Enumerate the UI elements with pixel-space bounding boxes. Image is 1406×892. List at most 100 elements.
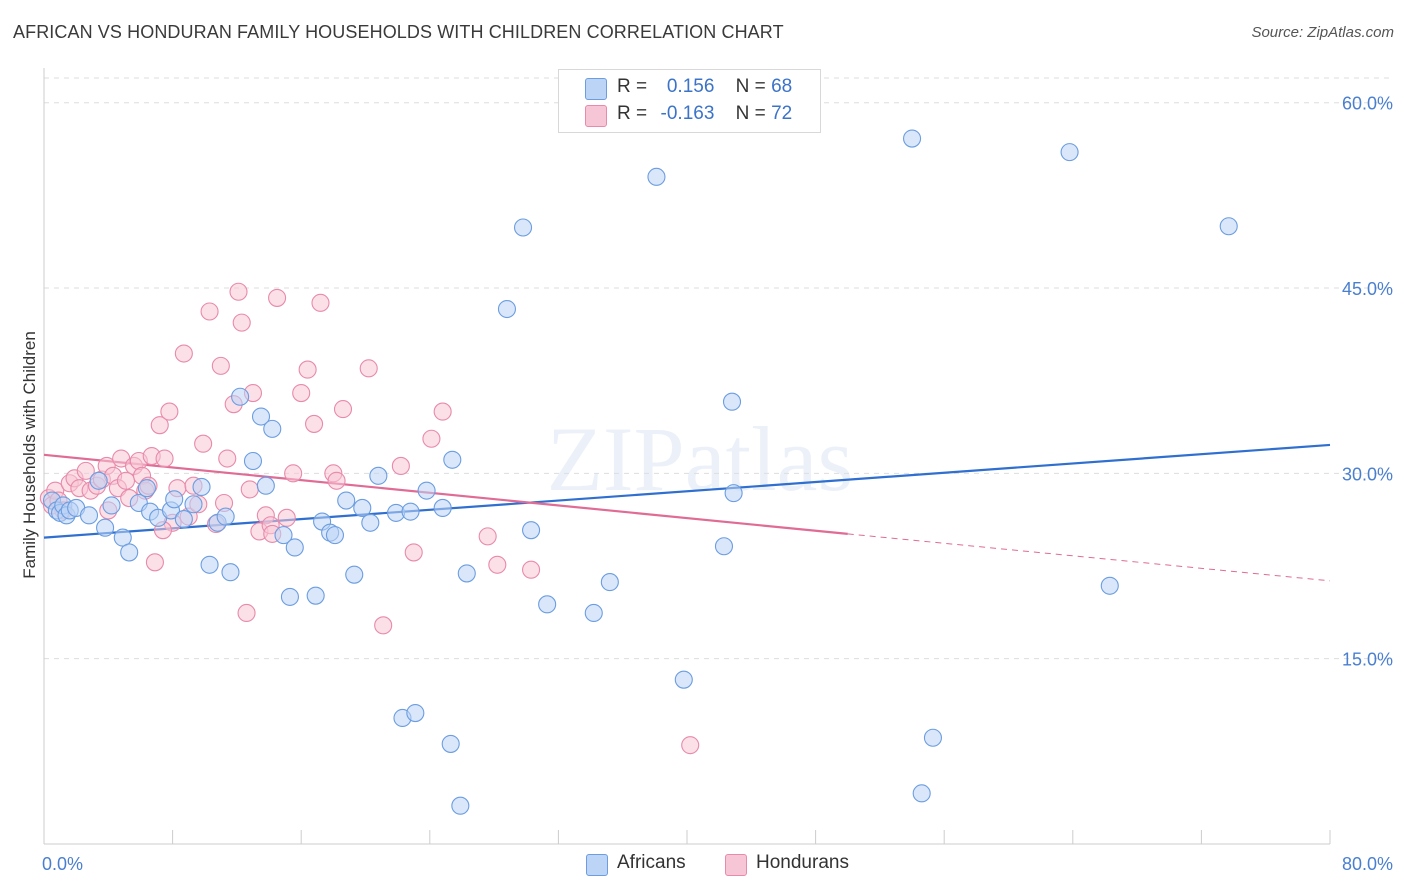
hondurans-swatch [585,105,607,127]
african-point [280,587,299,606]
hondurans-trend-extension [847,533,1331,582]
african-point [274,526,293,545]
african-point [912,784,931,803]
african-point [306,586,325,605]
african-point [200,555,219,574]
honduran-point [488,555,507,574]
african-point [251,407,271,426]
hondurans-r-value: -0.163 [660,103,715,124]
honduran-point [681,736,700,755]
african-point [137,479,156,498]
african-point [923,728,942,747]
africans-swatch [585,78,607,100]
african-point [443,450,462,469]
chart-title: AFRICAN VS HONDURAN FAMILY HOUSEHOLDS WI… [13,22,784,42]
honduran-point [240,480,259,499]
african-point [325,526,345,545]
african-point [451,796,470,815]
honduran-point [374,616,393,635]
honduran-point [268,288,287,307]
hondurans-n-value: 72 [771,103,793,124]
honduran-point [116,471,136,490]
honduran-point [160,402,179,421]
watermark: ZIPatlas [547,408,854,510]
axes [43,68,1331,845]
african-point [216,507,235,526]
honduran-point [174,344,193,363]
honduran-point [433,402,452,421]
african-point [89,471,108,490]
african-point [584,603,603,623]
hondurans-legend-label: Hondurans [756,852,849,873]
african-point [600,573,619,592]
africans-n-value: 68 [771,76,793,97]
african-point [337,491,356,510]
african-point [441,734,460,753]
honduran-point [305,414,324,433]
african-point [1060,143,1079,162]
honduran-point [284,464,303,483]
y-axis-title: Family Households with Children [20,331,39,579]
african-point [102,496,121,515]
african-point [902,129,922,148]
africans-n-label: N = [735,76,766,97]
honduran-point [292,383,311,403]
honduran-point [218,449,237,468]
trend-lines [43,443,1331,582]
hondurans-r-label: R = [617,103,648,124]
y-tick-label: 45.0% [1342,279,1393,299]
african-point [353,498,372,517]
african-point [243,451,263,471]
honduran-point [194,434,213,453]
african-point [714,537,734,556]
y-tick-label: 15.0% [1342,650,1393,670]
african-point [1219,217,1238,236]
african-point [497,299,517,319]
african-point [263,419,282,438]
african-point [522,521,541,540]
african-point [401,502,420,521]
african-point [345,565,364,584]
africans-legend-label: Africans [617,852,686,873]
african-point [79,506,99,525]
africans-r-label: R = [617,76,648,97]
african-point [256,476,275,495]
african-point [96,518,115,537]
y-tick-label: 30.0% [1342,464,1393,484]
honduran-point [155,449,174,468]
honduran-point [391,456,410,475]
african-point [174,510,193,529]
african-point [647,167,666,186]
honduran-point [478,527,497,546]
honduran-point [145,553,164,572]
gridlines [44,77,1394,660]
honduran-point [277,508,296,527]
honduran-point [298,360,317,379]
honduran-point [327,471,346,490]
africans-legend-swatch [586,854,608,876]
africans-points [42,129,1238,815]
honduran-point [237,603,256,623]
y-tick-label: 60.0% [1342,94,1393,114]
african-point [457,564,476,583]
african-point [724,484,743,503]
source-label: Source: ZipAtlas.com [1251,24,1394,41]
honduran-point [200,302,219,321]
african-point [165,490,184,509]
correlation-legend: R = 0.156 N = 68 R = -0.163 N = 72 [558,69,821,133]
african-point [674,670,693,689]
honduran-point [211,356,230,375]
honduran-point [422,429,441,448]
honduran-point [333,400,353,419]
x-tick-label-max: 80.0% [1342,854,1393,874]
hondurans-trend-line [43,453,848,535]
african-point [231,387,250,406]
african-point [513,218,533,237]
honduran-point [359,359,378,378]
honduran-point [232,313,251,332]
y-tick-labels: 15.0% 30.0% 45.0% 60.0% [1342,94,1393,670]
honduran-point [522,560,541,579]
african-point [192,477,211,496]
honduran-point [311,293,330,312]
